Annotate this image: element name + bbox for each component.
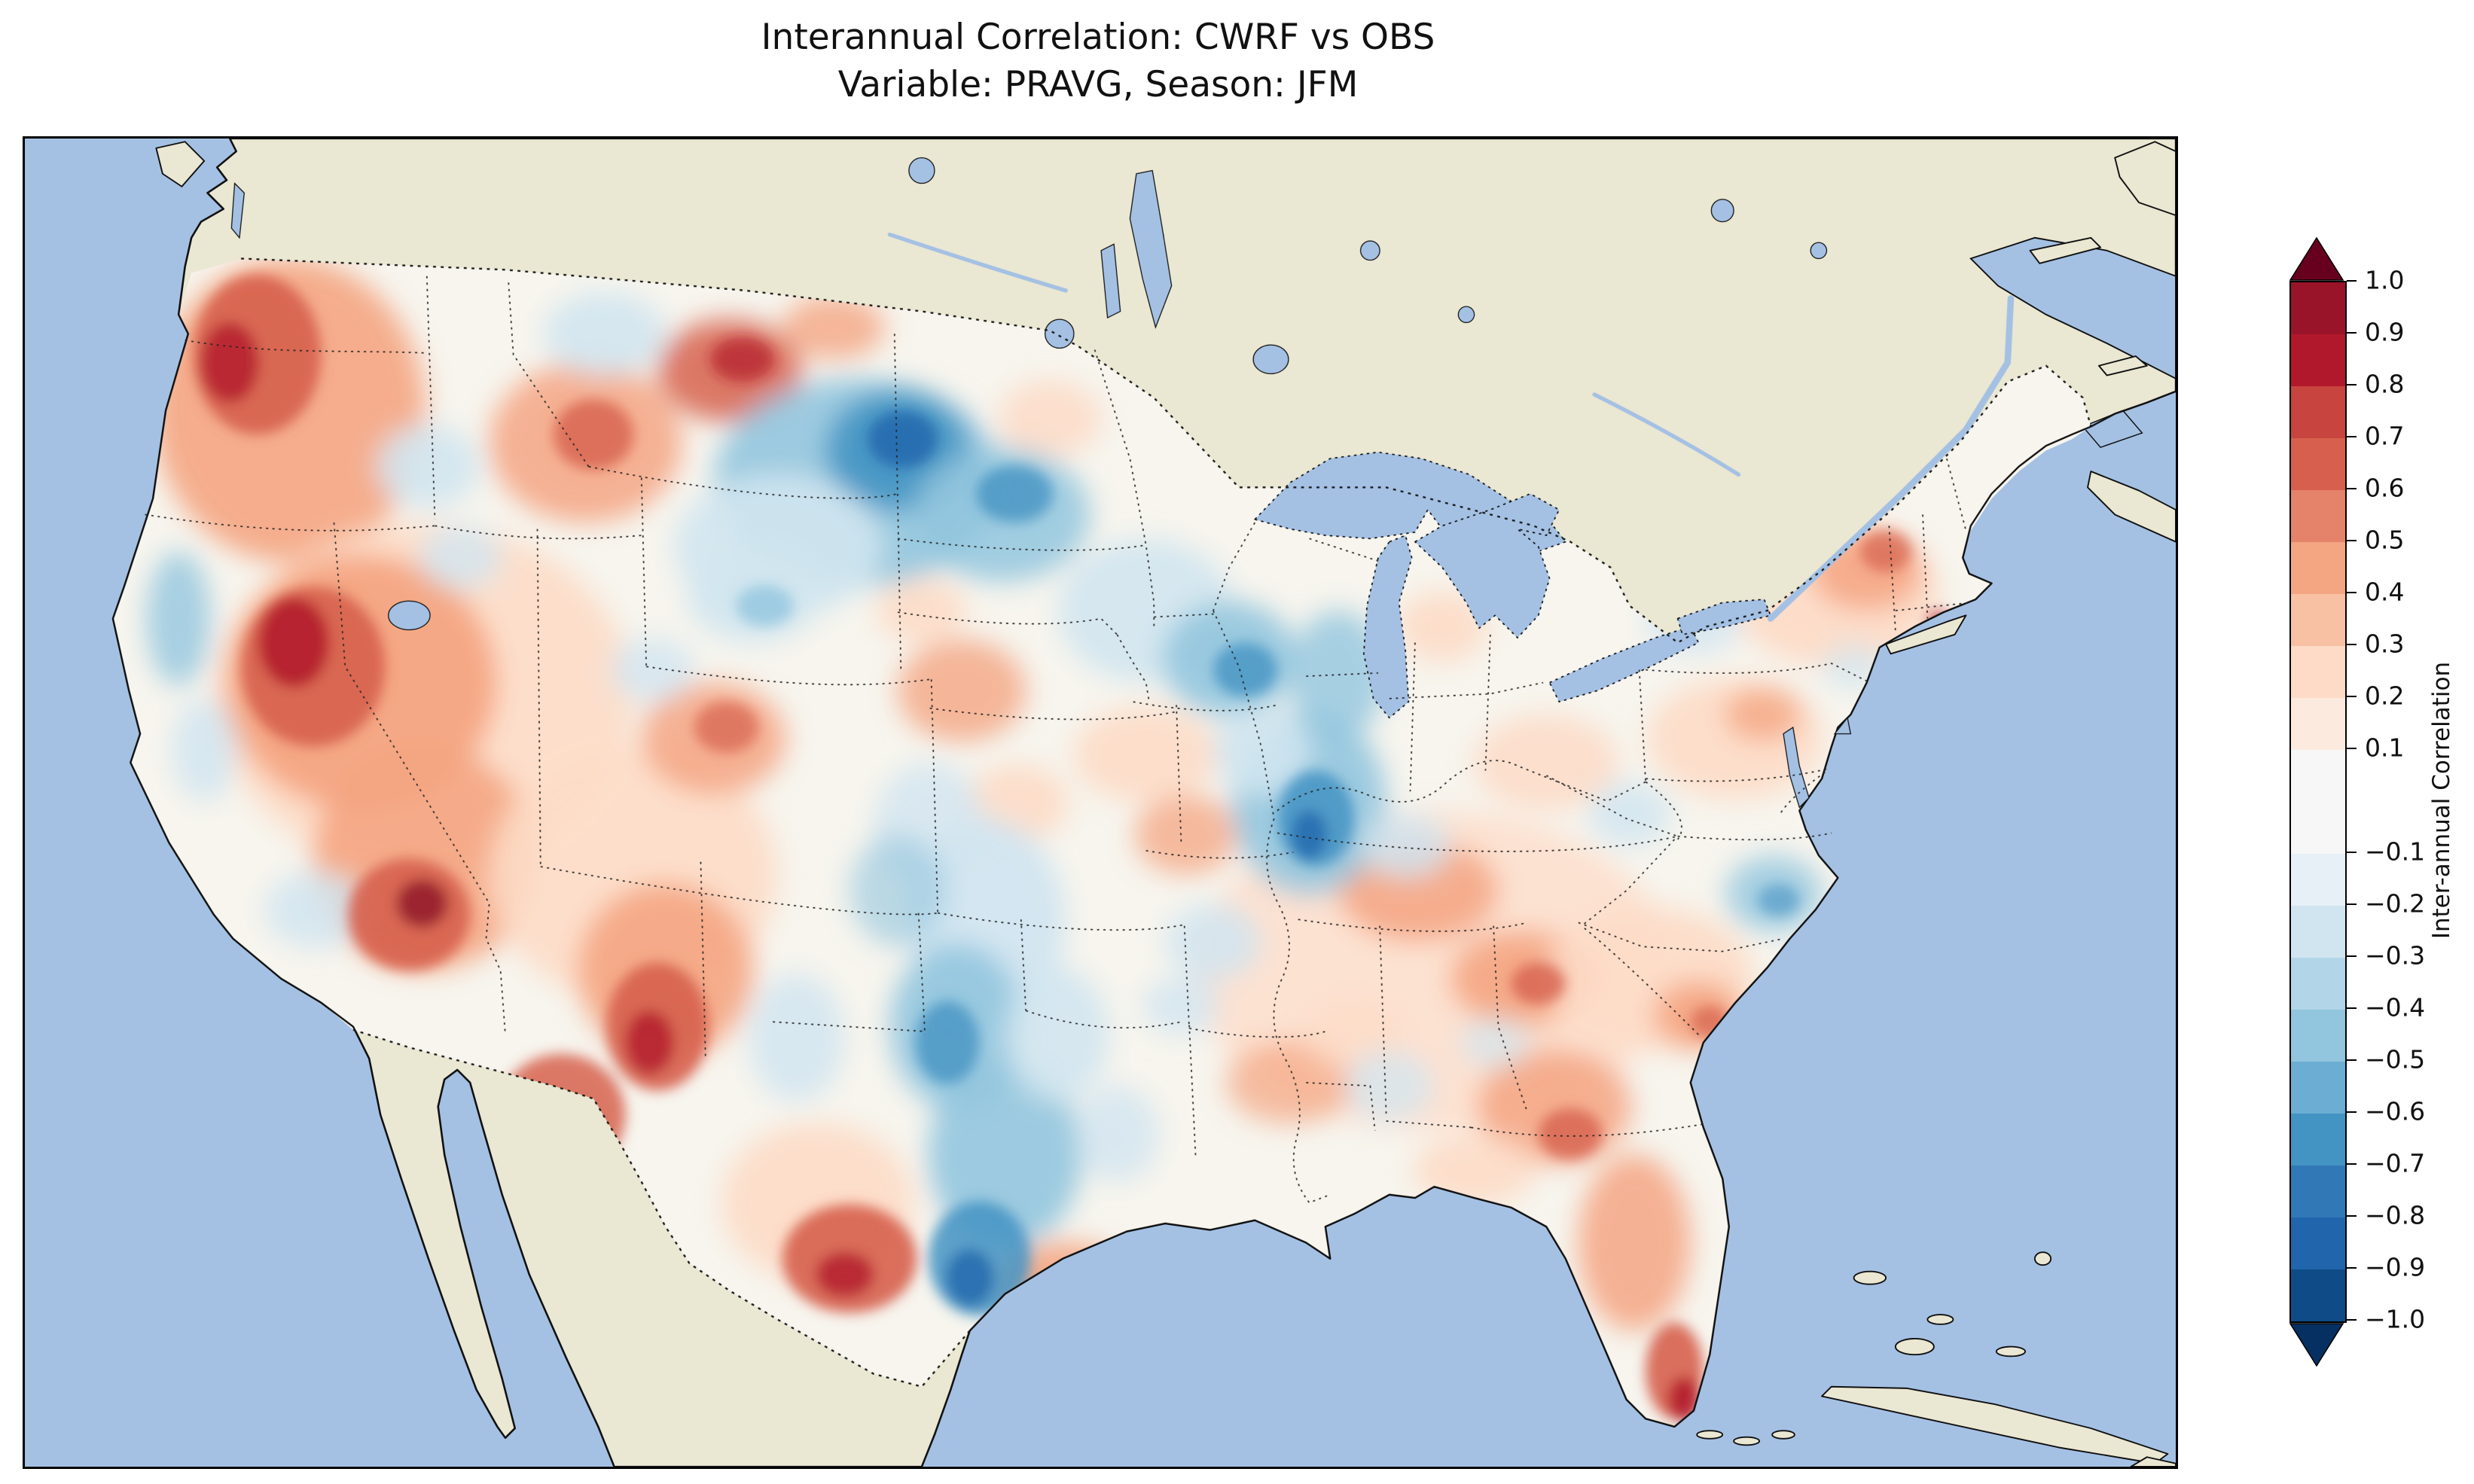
- colorbar-tick-mark: [2347, 332, 2357, 334]
- figure-title-line1: Interannual Correlation: CWRF vs OBS: [761, 17, 1435, 58]
- map-svg: [25, 139, 2176, 1467]
- colorbar-bands: [2289, 281, 2347, 1323]
- colorbar-tick-label: 0.2: [2365, 681, 2405, 711]
- colorbar-tick-label: 0.4: [2365, 577, 2405, 607]
- international-borders: [241, 257, 2092, 1388]
- st-lawrence-river: [1767, 295, 2015, 622]
- colorbar-tick-label: −0.3: [2365, 940, 2426, 971]
- colorbar-tick-mark: [2347, 696, 2357, 697]
- rivers: [887, 232, 2015, 622]
- colorbar-tick-mark: [2347, 748, 2357, 749]
- correlation-field: [112, 258, 2091, 1427]
- colorbar-band: [2291, 542, 2345, 594]
- colorbar-tick-label: −0.2: [2365, 888, 2426, 919]
- colorbar-band: [2291, 750, 2345, 854]
- colorbar-tick-mark: [2347, 488, 2357, 489]
- colorbar-over-arrow: [2289, 237, 2344, 281]
- colorbar-band: [2291, 334, 2345, 386]
- colorbar-tick-mark: [2347, 1111, 2357, 1113]
- colorbar-tick-label: −0.9: [2365, 1252, 2426, 1282]
- colorbar-tick-label: 0.7: [2365, 421, 2405, 451]
- colorbar-tick-label: 0.5: [2365, 525, 2405, 555]
- colorbar-band: [2291, 1269, 2345, 1321]
- colorbar-band: [2291, 386, 2345, 438]
- colorbar-band: [2291, 854, 2345, 906]
- great-salt-lake: [388, 600, 431, 631]
- colorbar-band: [2291, 1010, 2345, 1062]
- map-panel: [23, 136, 2178, 1469]
- colorbar-tick-label: 1.0: [2365, 265, 2405, 295]
- colorbar-band: [2291, 282, 2345, 334]
- coastline: [111, 139, 2176, 1467]
- colorbar-tick-mark: [2347, 1059, 2357, 1061]
- colorbar-tick-label: −0.4: [2365, 992, 2426, 1022]
- chesapeake-bay: [1783, 727, 1810, 809]
- canada-lakes: [230, 157, 1828, 631]
- colorbar-tick-mark: [2347, 852, 2357, 853]
- colorbar-tick-mark: [2347, 436, 2357, 437]
- figure-title: Interannual Correlation: CWRF vs OBS Var…: [23, 14, 2174, 108]
- east-coast-bays: [1783, 716, 1852, 809]
- us-canada-border: [241, 257, 2092, 644]
- colorbar-band: [2291, 958, 2345, 1010]
- delaware-bay: [1833, 716, 1852, 735]
- colorbar-tick-mark: [2347, 955, 2357, 957]
- colorbar-tick-mark: [2347, 592, 2357, 593]
- colorbar-tick-label: −0.7: [2365, 1148, 2426, 1178]
- colorbar-tick-mark: [2347, 280, 2357, 282]
- colorbar-tick-label: −1.0: [2365, 1304, 2426, 1334]
- colorbar-tick-mark: [2347, 384, 2357, 385]
- islands: [155, 141, 2176, 1467]
- great-lakes: [1254, 451, 1771, 719]
- colorbar-band: [2291, 698, 2345, 750]
- colorbar-tick-mark: [2347, 1319, 2357, 1321]
- colorbar-tick-mark: [2347, 904, 2357, 905]
- colorbar-under-arrow: [2289, 1323, 2344, 1367]
- colorbar-tick-mark: [2347, 1163, 2357, 1165]
- colorbar-tick-mark: [2347, 1007, 2357, 1009]
- colorbar-band: [2291, 594, 2345, 646]
- colorbar-band: [2291, 490, 2345, 542]
- colorbar-tick-mark: [2347, 540, 2357, 541]
- colorbar-band: [2291, 1114, 2345, 1166]
- colorbar-band: [2291, 438, 2345, 490]
- colorbar-ticks: 1.0 0.9 0.8 0.7 0.6 0.5 0.4 0.3 0.2 0.1 −0.1 −0.2 −0…: [2289, 266, 2425, 1334]
- colorbar-axis-label: Inter-annual Correlation: [2428, 661, 2455, 940]
- colorbar-tick-label: 0.3: [2365, 629, 2405, 659]
- figure-title-line2: Variable: PRAVG, Season: JFM: [837, 64, 1359, 105]
- colorbar: 1.0 0.9 0.8 0.7 0.6 0.5 0.4 0.3 0.2 0.1 −0.1 −0.2 −0…: [2289, 237, 2425, 1367]
- colorbar-tick-label: −0.1: [2365, 836, 2426, 867]
- colorbar-band: [2291, 1062, 2345, 1114]
- colorbar-band: [2291, 1166, 2345, 1217]
- colorbar-tick-label: −0.5: [2365, 1044, 2426, 1074]
- colorbar-tick-label: 0.9: [2365, 317, 2405, 347]
- colorbar-tick-mark: [2347, 644, 2357, 645]
- colorbar-tick-label: 0.8: [2365, 369, 2405, 399]
- colorbar-tick-label: −0.8: [2365, 1200, 2426, 1230]
- colorbar-tick-label: −0.6: [2365, 1096, 2426, 1126]
- colorbar-band: [2291, 906, 2345, 958]
- colorbar-tick-mark: [2347, 1215, 2357, 1217]
- colorbar-tick-mark: [2347, 1267, 2357, 1269]
- colorbar-band: [2291, 646, 2345, 698]
- state-borders: [145, 276, 1971, 1204]
- colorbar-band: [2291, 1217, 2345, 1269]
- colorbar-tick-label: 0.6: [2365, 473, 2405, 503]
- colorbar-tick-label: 0.1: [2365, 733, 2405, 763]
